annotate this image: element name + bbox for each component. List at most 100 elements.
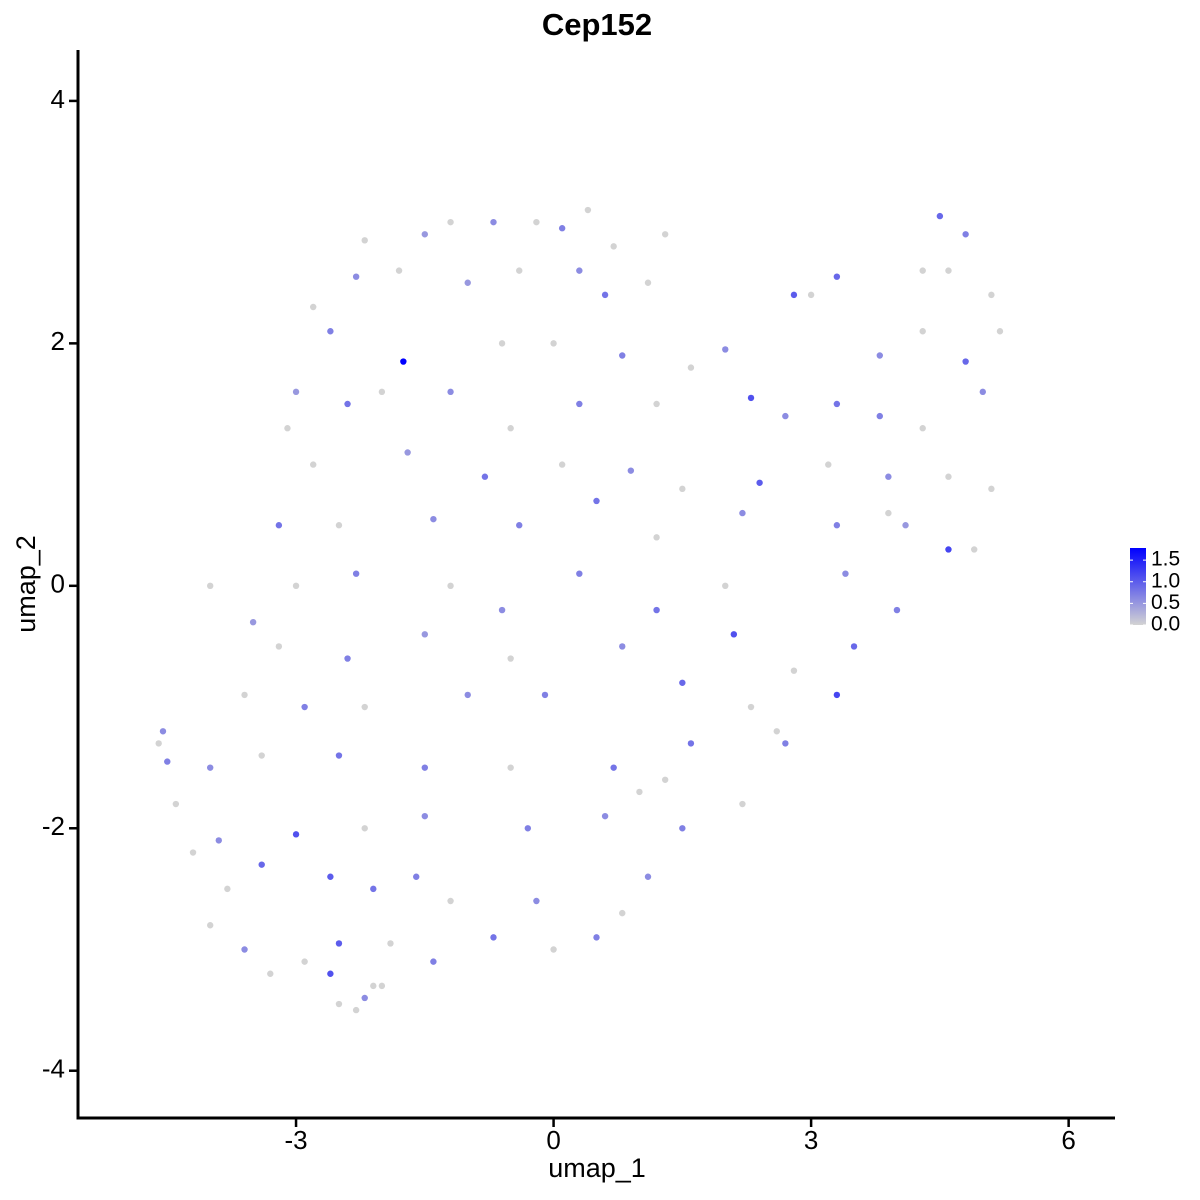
point xyxy=(833,400,841,408)
point xyxy=(430,958,437,965)
point xyxy=(584,206,592,214)
point xyxy=(327,970,334,977)
point xyxy=(447,218,454,226)
point xyxy=(155,740,162,747)
x-tick-label: 6 xyxy=(1061,1125,1075,1155)
y-tick-label: -4 xyxy=(42,1054,65,1084)
x-tick-label: 3 xyxy=(804,1125,818,1155)
point xyxy=(550,946,557,953)
point xyxy=(189,849,197,856)
y-tick-label: 2 xyxy=(51,326,65,356)
point xyxy=(507,764,514,771)
point xyxy=(962,231,969,238)
colorbar-label: 0.0 xyxy=(1151,613,1180,636)
point xyxy=(335,752,343,759)
point xyxy=(421,812,429,820)
point xyxy=(782,412,789,420)
point xyxy=(335,940,343,947)
point xyxy=(498,606,506,614)
point xyxy=(644,873,652,880)
point xyxy=(833,273,841,280)
point xyxy=(447,897,454,905)
point xyxy=(653,400,660,408)
point xyxy=(945,473,952,480)
point xyxy=(936,212,944,220)
point xyxy=(524,825,532,832)
point xyxy=(876,412,883,420)
point xyxy=(653,606,660,614)
point xyxy=(687,740,695,747)
point xyxy=(464,691,471,699)
point xyxy=(516,522,523,529)
point xyxy=(541,691,549,699)
point xyxy=(661,231,669,238)
point xyxy=(370,982,377,990)
point xyxy=(207,582,214,590)
colorbar-label: 1.0 xyxy=(1151,569,1180,592)
point xyxy=(361,825,368,832)
point xyxy=(275,522,283,529)
point xyxy=(790,291,798,299)
point xyxy=(241,691,248,699)
point xyxy=(344,400,351,408)
point xyxy=(516,267,523,274)
colorbar xyxy=(1130,548,1146,625)
point xyxy=(395,267,403,274)
point xyxy=(971,546,978,553)
point xyxy=(988,485,995,493)
point xyxy=(370,885,377,893)
colorbar-label: 0.5 xyxy=(1151,591,1180,614)
x-tick-label: -3 xyxy=(284,1125,307,1155)
point xyxy=(207,764,214,771)
point xyxy=(619,909,626,917)
point xyxy=(507,425,514,432)
point xyxy=(404,449,411,456)
point xyxy=(310,461,317,468)
point xyxy=(533,897,540,905)
point xyxy=(207,922,214,929)
x-tick-label: 0 xyxy=(546,1125,560,1155)
point xyxy=(292,831,300,838)
point xyxy=(576,267,583,274)
point xyxy=(464,279,471,286)
point xyxy=(327,873,334,880)
point xyxy=(387,940,394,947)
point xyxy=(730,631,738,638)
point xyxy=(833,522,841,529)
point xyxy=(850,643,858,650)
point xyxy=(447,388,454,396)
y-tick-label: -2 xyxy=(42,811,65,841)
point xyxy=(352,570,360,577)
point xyxy=(215,837,222,844)
point xyxy=(885,509,892,517)
point xyxy=(241,946,248,953)
point xyxy=(301,958,308,965)
point xyxy=(747,703,755,711)
point xyxy=(722,346,729,353)
point xyxy=(739,509,746,517)
point xyxy=(267,970,274,977)
point xyxy=(533,218,540,226)
point xyxy=(919,425,926,432)
point xyxy=(275,643,283,650)
point xyxy=(335,1000,343,1008)
point xyxy=(292,582,300,590)
point xyxy=(310,303,317,311)
point xyxy=(378,982,386,990)
point xyxy=(945,267,952,274)
point xyxy=(576,570,583,577)
point xyxy=(481,473,489,480)
point xyxy=(962,358,969,365)
point xyxy=(919,267,926,274)
point xyxy=(352,273,360,280)
point xyxy=(619,643,626,650)
point xyxy=(619,352,626,359)
point xyxy=(876,352,883,359)
x-axis-title: umap_1 xyxy=(548,1153,646,1183)
point xyxy=(576,400,583,408)
point xyxy=(644,279,652,286)
point xyxy=(378,388,386,396)
point xyxy=(687,364,695,371)
point xyxy=(258,861,265,868)
